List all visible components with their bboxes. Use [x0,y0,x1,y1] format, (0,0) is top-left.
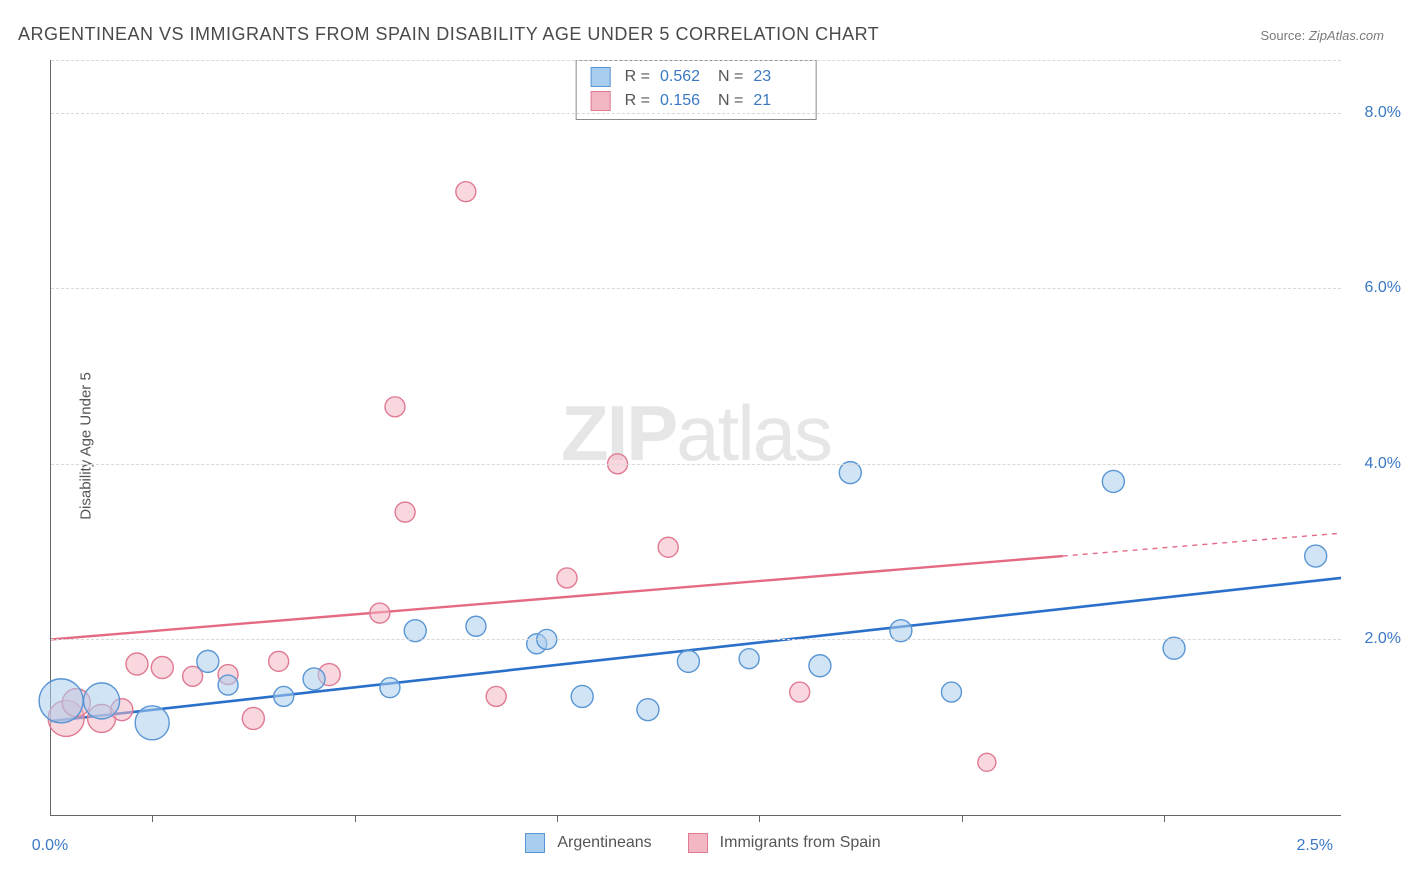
scatter-point [557,568,577,588]
source-link[interactable]: ZipAtlas.com [1309,28,1384,43]
ytick-label: 8.0% [1351,104,1401,122]
scatter-point [380,678,400,698]
scatter-point [1305,545,1327,567]
gridline [51,639,1341,640]
scatter-point [39,679,83,723]
ytick-label: 2.0% [1351,630,1401,648]
scatter-point [1102,470,1124,492]
scatter-point [218,675,238,695]
scatter-point [404,620,426,642]
scatter-point [677,650,699,672]
plot-area: ZIPatlas R = 0.562 N = 23 R = 0.156 N = … [50,60,1341,816]
scatter-point [978,753,996,771]
gridline [51,60,1341,61]
scatter-point [466,616,486,636]
scatter-point [385,397,405,417]
bottom-legend: Argentineans Immigrants from Spain [0,833,1406,853]
xtick [1164,815,1165,822]
scatter-point [941,682,961,702]
source-attribution: Source: ZipAtlas.com [1260,28,1384,43]
legend-swatch-2 [688,833,708,853]
xtick [759,815,760,822]
xtick-label: 0.0% [32,837,68,855]
scatter-point [303,668,325,690]
scatter-point [658,537,678,557]
source-label: Source: [1260,28,1308,43]
scatter-point [395,502,415,522]
scatter-point [1163,637,1185,659]
scatter-point [890,620,912,642]
legend-item-2: Immigrants from Spain [688,833,881,853]
scatter-point [839,462,861,484]
scatter-point [151,657,173,679]
chart-container: ARGENTINEAN VS IMMIGRANTS FROM SPAIN DIS… [0,0,1406,892]
gridline [51,113,1341,114]
scatter-point [637,699,659,721]
scatter-point [456,182,476,202]
regression-line-spain-ext [1063,533,1341,556]
regression-line-argentina [51,578,1341,721]
scatter-point [126,653,148,675]
scatter-point [135,706,169,740]
legend-item-1: Argentineans [525,833,651,853]
scatter-point [269,651,289,671]
xtick [557,815,558,822]
scatter-point [370,603,390,623]
scatter-point [242,707,264,729]
xtick [355,815,356,822]
scatter-point [809,655,831,677]
legend-swatch-1 [525,833,545,853]
scatter-point [274,686,294,706]
scatter-point [790,682,810,702]
xtick [152,815,153,822]
scatter-point [739,649,759,669]
ytick-label: 6.0% [1351,279,1401,297]
chart-svg [51,60,1341,815]
chart-title: ARGENTINEAN VS IMMIGRANTS FROM SPAIN DIS… [18,24,879,45]
legend-label-2: Immigrants from Spain [720,834,881,852]
xtick-label: 2.5% [1296,837,1332,855]
gridline [51,464,1341,465]
scatter-point [197,650,219,672]
scatter-point [84,683,120,719]
ytick-label: 4.0% [1351,455,1401,473]
xtick [962,815,963,822]
gridline [51,288,1341,289]
scatter-point [571,685,593,707]
legend-label-1: Argentineans [557,834,651,852]
scatter-point [486,686,506,706]
